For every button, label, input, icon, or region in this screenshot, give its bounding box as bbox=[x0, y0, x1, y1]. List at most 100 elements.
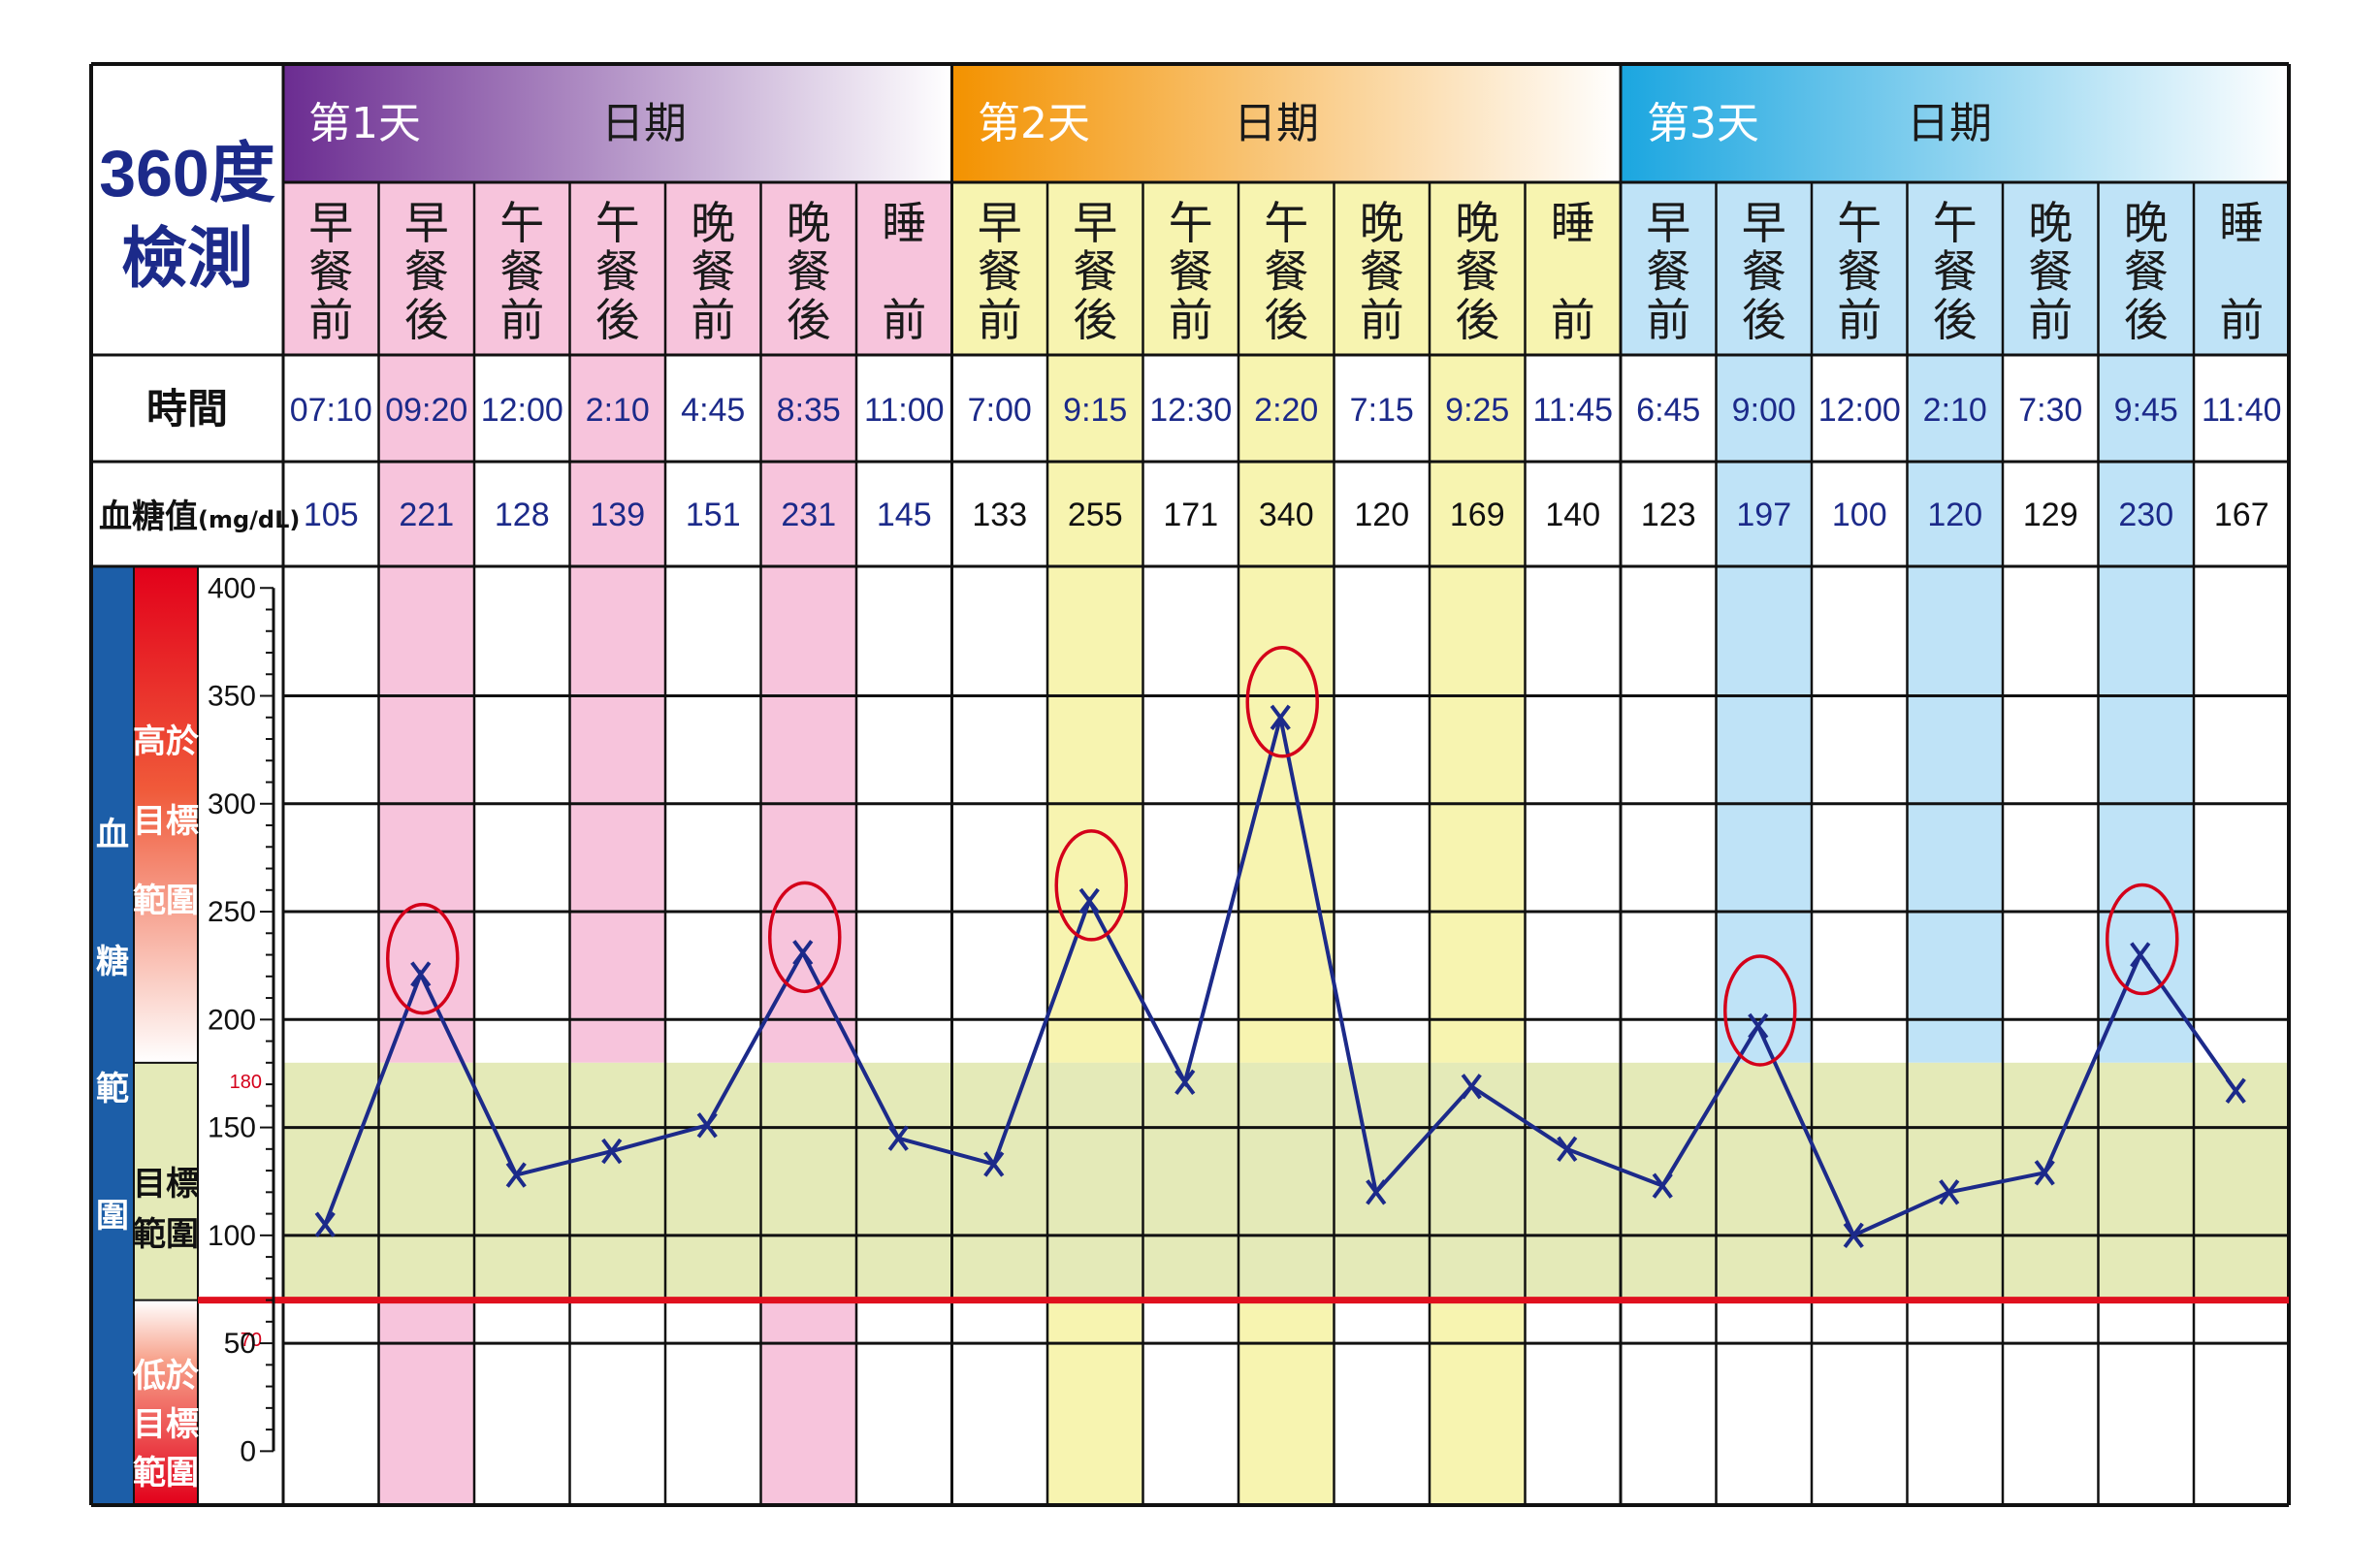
meal-header-bg bbox=[1812, 182, 1908, 355]
above-target-label: 高於 bbox=[133, 722, 199, 761]
meal-header-bg bbox=[569, 182, 665, 355]
day1-header-bar bbox=[283, 64, 952, 182]
value-cell: 123 bbox=[1641, 497, 1696, 533]
value-cell: 340 bbox=[1259, 497, 1314, 533]
data-point-20 bbox=[2225, 1077, 2246, 1104]
lower-limit-marker: 70 bbox=[241, 1330, 262, 1351]
meal-label-char: 前 bbox=[2219, 294, 2264, 346]
value-cell: 120 bbox=[1354, 497, 1409, 533]
above-target-label: 範圍 bbox=[133, 882, 199, 920]
title-line-1: 360度 bbox=[99, 137, 274, 210]
time-cell-tint bbox=[378, 355, 474, 462]
y-tick-label: 50 bbox=[224, 1328, 256, 1360]
time-cell: 11:40 bbox=[2202, 392, 2282, 429]
data-point-mark bbox=[1270, 704, 1291, 730]
data-point-mark bbox=[887, 1125, 909, 1151]
data-point-mark bbox=[1652, 1172, 1673, 1199]
data-point-mark bbox=[1461, 1074, 1482, 1100]
meal-label-char: 晚 bbox=[1455, 197, 1499, 249]
day3-header-bar bbox=[1621, 64, 2290, 182]
meal-label-char: 前 bbox=[1360, 294, 1404, 346]
data-point-mark bbox=[410, 961, 432, 987]
data-point-mark bbox=[505, 1162, 527, 1188]
meal-label-char: 餐 bbox=[1073, 245, 1117, 298]
meal-label-char: 早 bbox=[1646, 197, 1690, 249]
meal-label-char: 午 bbox=[1837, 197, 1881, 249]
below-target-label: 範圍 bbox=[133, 1454, 199, 1493]
meal-label-char: 餐 bbox=[691, 245, 735, 298]
y-tick-label: 350 bbox=[208, 681, 256, 713]
high-value-circle bbox=[386, 902, 460, 1015]
time-cell-tint bbox=[1907, 355, 2003, 462]
meal-label-char: 前 bbox=[1169, 294, 1213, 346]
data-point-mark bbox=[2034, 1160, 2055, 1186]
meal-label-char: 前 bbox=[308, 294, 353, 346]
value-cell: 105 bbox=[304, 497, 359, 533]
meal-header-layer: 早餐前 07:10 105 早餐後 09:20 221 午餐前 12:00 128 午餐後 2:10… bbox=[290, 197, 2282, 533]
meal-label-char: 午 bbox=[595, 197, 640, 249]
value-cell: 129 bbox=[2023, 497, 2078, 533]
value-cell: 255 bbox=[1068, 497, 1123, 533]
data-point-13 bbox=[1557, 1136, 1578, 1163]
meal-header-bg bbox=[2003, 182, 2099, 355]
target-range-band bbox=[283, 1062, 2289, 1300]
meal-label-char: 前 bbox=[691, 294, 735, 346]
value-cell: 128 bbox=[495, 497, 550, 533]
meal-label-char: 後 bbox=[595, 294, 640, 346]
meal-label-char: 後 bbox=[1264, 294, 1308, 346]
data-point-5 bbox=[792, 940, 814, 966]
value-cell: 169 bbox=[1450, 497, 1505, 533]
meal-label-char: 早 bbox=[1742, 197, 1786, 249]
value-cell: 140 bbox=[1545, 497, 1600, 533]
value-cell: 221 bbox=[399, 497, 454, 533]
data-point-mark bbox=[792, 940, 814, 966]
meal-header-bg bbox=[1238, 182, 1335, 355]
data-point-19 bbox=[2130, 942, 2151, 968]
y-tick-label: 200 bbox=[208, 1004, 256, 1036]
y-tick-label: 250 bbox=[208, 896, 256, 928]
meal-label-char: 餐 bbox=[2124, 245, 2169, 298]
sidebar-range-label: 範 bbox=[96, 1070, 129, 1108]
above-target-bar bbox=[134, 566, 198, 1063]
data-point-mark bbox=[601, 1138, 623, 1165]
meal-label-char: 餐 bbox=[595, 245, 640, 298]
below-target-bar bbox=[134, 1300, 198, 1505]
high-value-circle bbox=[1723, 954, 1797, 1067]
data-point-11 bbox=[1366, 1179, 1387, 1205]
data-point-mark bbox=[1174, 1069, 1196, 1096]
data-point-mark bbox=[314, 1211, 336, 1237]
data-point-3 bbox=[601, 1138, 623, 1165]
meal-label-char: 前 bbox=[499, 294, 544, 346]
sidebar-range-label: 圍 bbox=[96, 1197, 129, 1236]
meal-label-char: 後 bbox=[1073, 294, 1117, 346]
high-value-circle bbox=[1054, 829, 1128, 942]
value-cell: 167 bbox=[2214, 497, 2269, 533]
meal-label-char: 後 bbox=[1933, 294, 1978, 346]
time-cell-tint bbox=[1238, 355, 1335, 462]
value-cell-tint bbox=[378, 462, 474, 566]
value-cell-tint bbox=[569, 462, 665, 566]
day1-date-label: 日期 bbox=[601, 99, 687, 148]
meal-label-char: 睡 bbox=[1551, 197, 1595, 249]
meal-label-char: 餐 bbox=[1264, 245, 1308, 298]
meal-label-char: 午 bbox=[1933, 197, 1978, 249]
day2-date-label: 日期 bbox=[1234, 99, 1319, 148]
meal-label-char: 前 bbox=[2028, 294, 2073, 346]
value-cell: 120 bbox=[1927, 497, 1982, 533]
data-layer bbox=[314, 646, 2246, 1249]
plot-column-tint bbox=[1238, 566, 1335, 1063]
data-point-mark bbox=[2130, 942, 2151, 968]
meal-label-char: 後 bbox=[787, 294, 831, 346]
meal-label-char: 餐 bbox=[1742, 245, 1786, 298]
data-point-15 bbox=[1748, 1012, 1769, 1040]
value-cell: 197 bbox=[1736, 497, 1791, 533]
meal-label-char: 後 bbox=[1455, 294, 1499, 346]
meal-label-char: 早 bbox=[978, 197, 1022, 249]
target-label: 範圍 bbox=[133, 1215, 199, 1254]
meal-label-char: 前 bbox=[1837, 294, 1881, 346]
time-cell: 11:00 bbox=[864, 392, 945, 429]
meal-header-bg bbox=[665, 182, 761, 355]
meal-label-char: 午 bbox=[1169, 197, 1213, 249]
meal-label-char: 前 bbox=[978, 294, 1022, 346]
plot-column-tint-low bbox=[378, 1300, 474, 1505]
